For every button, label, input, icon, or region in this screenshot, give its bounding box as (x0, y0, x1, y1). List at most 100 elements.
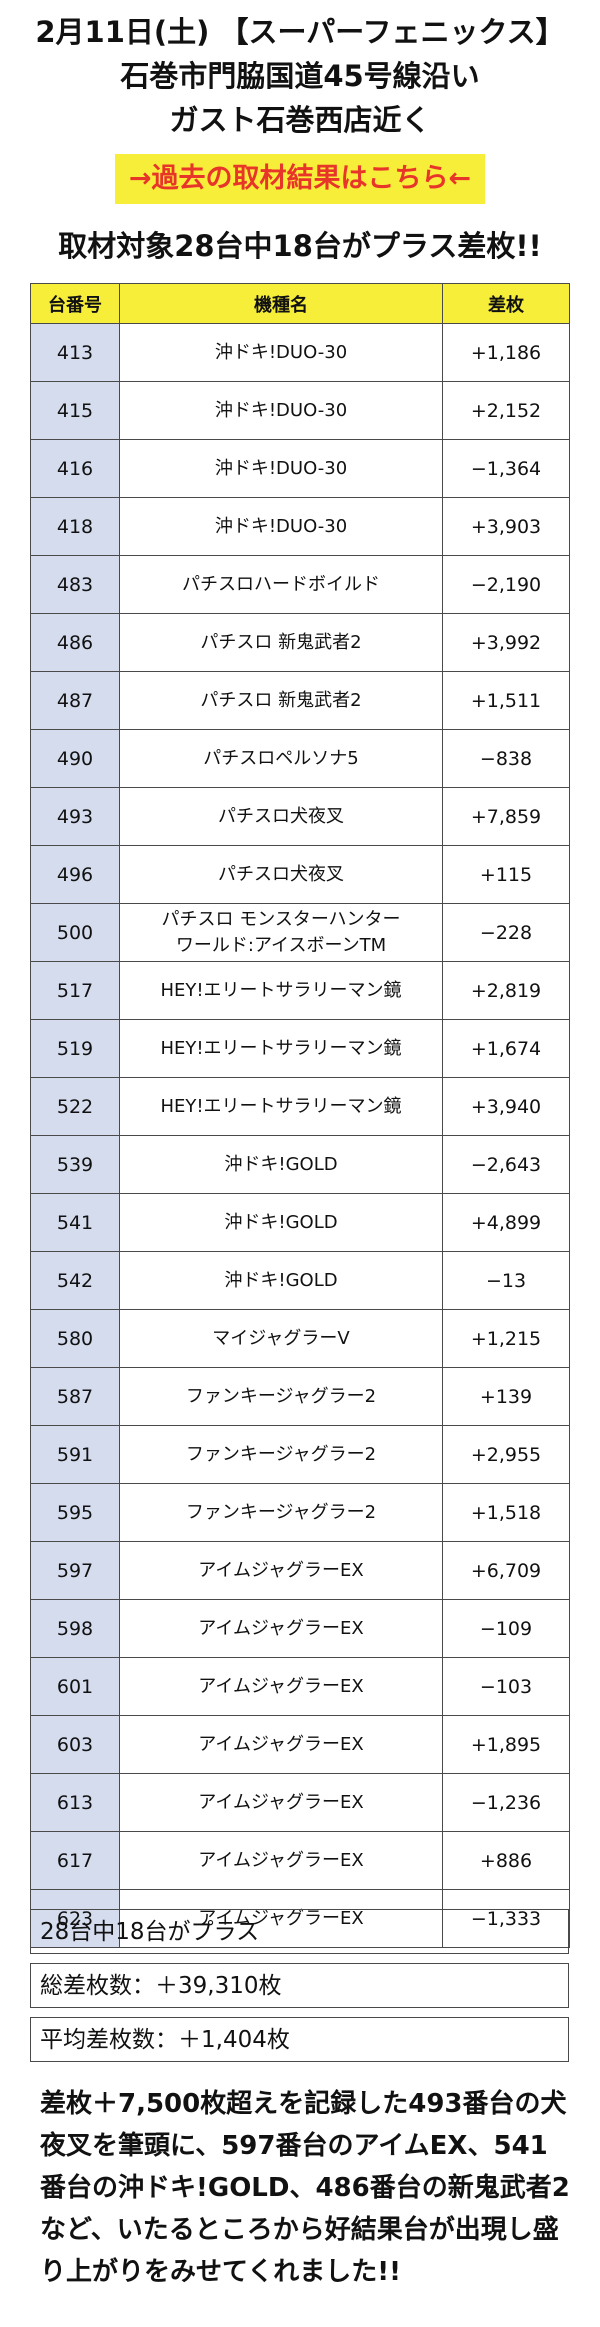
difference-cell: −228 (442, 903, 570, 962)
difference-cell: +6,709 (442, 1541, 570, 1600)
model-name-cell: アイムジャグラーEX (119, 1831, 443, 1890)
difference-cell: +1,511 (442, 671, 570, 730)
table-row: 539 沖ドキ!GOLD −2,643 (30, 1135, 570, 1194)
page-header: 2月11日(土) 【スーパーフェニックス】 石巻市門脇国道45号線沿い ガスト石… (0, 0, 600, 142)
machine-number-cell: 487 (30, 671, 120, 730)
model-name-cell: マイジャグラーV (119, 1309, 443, 1368)
model-name-cell: 沖ドキ!GOLD (119, 1135, 443, 1194)
table-row: 603 アイムジャグラーEX +1,895 (30, 1715, 570, 1774)
difference-cell: +3,992 (442, 613, 570, 672)
difference-cell: +7,859 (442, 787, 570, 846)
difference-cell: +886 (442, 1831, 570, 1890)
model-name-cell: HEY!エリートサラリーマン鏡 (119, 961, 443, 1020)
difference-cell: +139 (442, 1367, 570, 1426)
machine-number-cell: 490 (30, 729, 120, 788)
model-name-cell: パチスロ 新鬼武者2 (119, 613, 443, 672)
difference-cell: −2,190 (442, 555, 570, 614)
table-row: 493 パチスロ犬夜叉 +7,859 (30, 787, 570, 846)
difference-cell: −13 (442, 1251, 570, 1310)
machine-number-cell: 617 (30, 1831, 120, 1890)
machine-number-cell: 415 (30, 381, 120, 440)
model-name-cell: パチスロ犬夜叉 (119, 845, 443, 904)
header-landmark: ガスト石巻西店近く (169, 103, 431, 137)
model-name-cell: アイムジャグラーEX (119, 1541, 443, 1600)
machine-number-cell: 483 (30, 555, 120, 614)
model-name-cell: アイムジャグラーEX (119, 1599, 443, 1658)
machine-number-cell: 517 (30, 961, 120, 1020)
machine-number-cell: 613 (30, 1773, 120, 1832)
results-subtitle: 取材対象28台中18台がプラス差枚!! (58, 229, 542, 263)
machine-number-cell: 519 (30, 1019, 120, 1078)
difference-cell: −1,236 (442, 1773, 570, 1832)
summary-total: 総差枚数：＋39,310枚 (30, 1963, 569, 2008)
machine-number-cell: 416 (30, 439, 120, 498)
results-table: 台番号 機種名 差枚 413 沖ドキ!DUO-30 +1,186 415 沖ドキ!DUO… (30, 283, 570, 1948)
difference-cell: +115 (442, 845, 570, 904)
machine-number-cell: 623 (30, 1889, 120, 1948)
machine-number-cell: 522 (30, 1077, 120, 1136)
model-name-cell: 沖ドキ!GOLD (119, 1251, 443, 1310)
machine-number-cell: 541 (30, 1193, 120, 1252)
model-name-cell: アイムジャグラーEX (119, 1773, 443, 1832)
difference-cell: −103 (442, 1657, 570, 1716)
table-row: 617 アイムジャグラーEX +886 (30, 1831, 570, 1890)
table-row: 490 パチスロペルソナ5 −838 (30, 729, 570, 788)
machine-number-cell: 542 (30, 1251, 120, 1310)
difference-cell: −1,333 (442, 1889, 570, 1948)
model-name-cell: パチスロ モンスターハンター ワールド:アイスボーンTM (119, 903, 443, 962)
machine-number-cell: 493 (30, 787, 120, 846)
difference-cell: +3,903 (442, 497, 570, 556)
difference-cell: −2,643 (442, 1135, 570, 1194)
past-results-link-wrap: →過去の取材結果はこちら← (0, 154, 600, 204)
model-name-cell: アイムジャグラーEX (119, 1889, 443, 1948)
table-row: 613 アイムジャグラーEX −1,236 (30, 1773, 570, 1832)
table-row: 601 アイムジャグラーEX −103 (30, 1657, 570, 1716)
model-name-cell: HEY!エリートサラリーマン鏡 (119, 1019, 443, 1078)
model-name-cell: アイムジャグラーEX (119, 1715, 443, 1774)
machine-number-cell: 598 (30, 1599, 120, 1658)
difference-cell: +4,899 (442, 1193, 570, 1252)
machine-number-cell: 601 (30, 1657, 120, 1716)
machine-number-cell: 591 (30, 1425, 120, 1484)
machine-number-cell: 580 (30, 1309, 120, 1368)
table-row: 415 沖ドキ!DUO-30 +2,152 (30, 381, 570, 440)
table-row: 541 沖ドキ!GOLD +4,899 (30, 1193, 570, 1252)
past-results-link[interactable]: →過去の取材結果はこちら← (114, 154, 486, 204)
table-row: 496 パチスロ犬夜叉 +115 (30, 845, 570, 904)
difference-cell: +1,518 (442, 1483, 570, 1542)
machine-number-cell: 595 (30, 1483, 120, 1542)
model-name-cell: 沖ドキ!DUO-30 (119, 323, 443, 382)
machine-number-cell: 486 (30, 613, 120, 672)
difference-cell: −109 (442, 1599, 570, 1658)
table-row: 418 沖ドキ!DUO-30 +3,903 (30, 497, 570, 556)
difference-cell: +1,674 (442, 1019, 570, 1078)
machine-number-cell: 587 (30, 1367, 120, 1426)
header-model-name: 機種名 (119, 283, 443, 324)
difference-cell: +1,215 (442, 1309, 570, 1368)
model-name-cell: HEY!エリートサラリーマン鏡 (119, 1077, 443, 1136)
machine-number-cell: 500 (30, 903, 120, 962)
model-name-cell: パチスロペルソナ5 (119, 729, 443, 788)
model-name-cell: ファンキージャグラー2 (119, 1425, 443, 1484)
closing-comment: 差枚＋7,500枚超えを記録した493番台の犬夜叉を筆頭に、597番台のアイムE… (40, 2089, 570, 2287)
difference-cell: +2,152 (442, 381, 570, 440)
table-row: 623 アイムジャグラーEX −1,333 (30, 1889, 570, 1948)
model-name-cell: 沖ドキ!DUO-30 (119, 439, 443, 498)
table-row: 595 ファンキージャグラー2 +1,518 (30, 1483, 570, 1542)
summary-average: 平均差枚数：＋1,404枚 (30, 2017, 569, 2062)
model-name-cell: 沖ドキ!DUO-30 (119, 381, 443, 440)
table-row: 580 マイジャグラーV +1,215 (30, 1309, 570, 1368)
difference-cell: −838 (442, 729, 570, 788)
table-row: 486 パチスロ 新鬼武者2 +3,992 (30, 613, 570, 672)
summary-section: 28台中18台がプラス 総差枚数：＋39,310枚 平均差枚数：＋1,404枚 (30, 1909, 569, 2071)
model-name-cell: パチスロ犬夜叉 (119, 787, 443, 846)
difference-cell: +2,955 (442, 1425, 570, 1484)
table-row: 519 HEY!エリートサラリーマン鏡 +1,674 (30, 1019, 570, 1078)
difference-cell: +2,819 (442, 961, 570, 1020)
table-row: 587 ファンキージャグラー2 +139 (30, 1367, 570, 1426)
table-row: 522 HEY!エリートサラリーマン鏡 +3,940 (30, 1077, 570, 1136)
table-row: 542 沖ドキ!GOLD −13 (30, 1251, 570, 1310)
table-row: 483 パチスロハードボイルド −2,190 (30, 555, 570, 614)
header-address: 石巻市門脇国道45号線沿い (120, 59, 480, 93)
model-name-cell: ファンキージャグラー2 (119, 1367, 443, 1426)
